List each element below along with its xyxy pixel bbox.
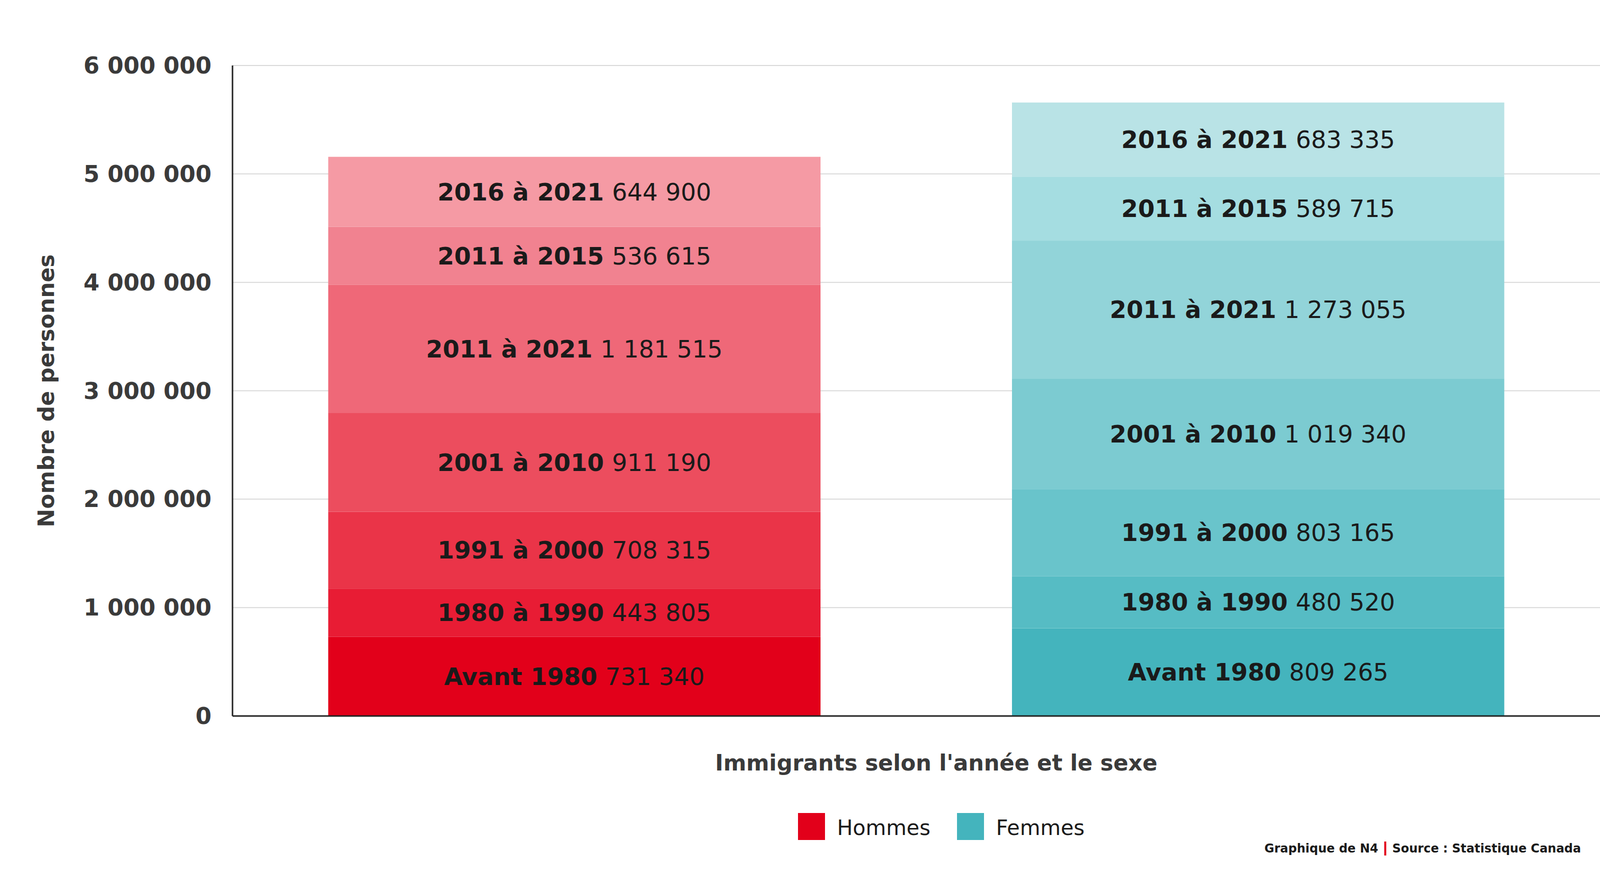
x-axis-title: Immigrants selon l'année et le sexe xyxy=(715,750,1157,776)
segment-category: 2011 à 2021 xyxy=(426,335,593,363)
segment-category: 1991 à 2000 xyxy=(1121,518,1288,547)
data-label: 2011 à 2015 589 715 xyxy=(1121,194,1396,223)
data-label: 2001 à 20101 019 340 xyxy=(1110,420,1407,448)
bar-segment xyxy=(1012,102,1505,177)
y-tick-label: 5 000 000 xyxy=(83,160,212,188)
bar-segment xyxy=(1012,628,1505,716)
segment-value: 1 181 515 xyxy=(600,335,723,363)
bar-segment xyxy=(328,636,821,716)
credit: Graphique de N4 xyxy=(1264,841,1379,856)
segment-category: 1980 à 1990 xyxy=(1121,588,1288,616)
data-label: Avant 1980731 340 xyxy=(444,662,705,691)
segment-value: 480 520 xyxy=(1296,588,1396,616)
data-label: 1991 à 2000 708 315 xyxy=(437,536,712,564)
bar-segment xyxy=(328,512,821,589)
bar-segment xyxy=(328,413,821,512)
segment-value: 731 340 xyxy=(605,662,705,691)
y-axis-title: Nombre de personnes xyxy=(33,254,59,527)
y-tick-label: 2 000 000 xyxy=(83,485,212,513)
legend-label: Femmes xyxy=(996,815,1085,840)
data-label: 2001 à 2010 911 190 xyxy=(437,448,712,477)
legend-swatch xyxy=(798,813,825,840)
segment-category: 2011 à 2021 xyxy=(1110,295,1277,324)
data-label: 2016 à 2021 683 335 xyxy=(1121,125,1396,154)
bar-segment xyxy=(328,226,821,285)
separator xyxy=(1384,841,1386,856)
bars xyxy=(328,102,1504,716)
segment-value: 443 805 xyxy=(612,598,712,627)
data-labels: Avant 1980731 3401980 à 1990443 8051991 … xyxy=(426,125,1407,691)
segment-value: 803 165 xyxy=(1296,518,1396,547)
segment-category: 1980 à 1990 xyxy=(437,598,604,627)
data-label: Avant 1980809 265 xyxy=(1128,658,1389,686)
source: Source : Statistique Canada xyxy=(1392,841,1581,856)
bar-segment xyxy=(328,285,821,413)
bar-segment xyxy=(1012,240,1505,379)
data-label: 1980 à 1990 480 520 xyxy=(1121,588,1396,616)
chart: 0 1 000 000 2 000 000 3 000 000 4 000 000 5 0… xyxy=(0,0,1600,871)
segment-value: 708 315 xyxy=(612,536,712,564)
segment-category: Avant 1980 xyxy=(444,662,598,691)
segment-value: 683 335 xyxy=(1296,125,1396,154)
grid-line xyxy=(232,65,1600,66)
bar-segment xyxy=(1012,489,1505,576)
credits: Source : Statistique Canada Graphique de … xyxy=(1264,841,1581,856)
y-tick-label: 6 000 000 xyxy=(83,52,212,79)
data-label: 2016 à 2021 644 900 xyxy=(437,178,712,206)
legend-label: Hommes xyxy=(837,815,931,840)
x-axis xyxy=(232,715,1600,717)
segment-category: 2001 à 2010 xyxy=(1110,420,1277,448)
bar-segment xyxy=(328,157,821,227)
segment-category: 1991 à 2000 xyxy=(437,536,604,564)
grid xyxy=(232,65,1600,716)
data-label: 2011 à 20211 273 055 xyxy=(1110,295,1407,324)
bar-segment xyxy=(328,588,821,637)
y-axis xyxy=(232,65,234,716)
segment-value: 644 900 xyxy=(612,178,712,206)
bar-segment xyxy=(1012,576,1505,628)
y-tick-label: 1 000 000 xyxy=(83,594,212,621)
bar-segment xyxy=(1012,378,1505,489)
segment-category: Avant 1980 xyxy=(1128,658,1282,686)
segment-category: 2016 à 2021 xyxy=(1121,125,1288,154)
segment-category: 2016 à 2021 xyxy=(437,178,604,206)
legend-swatch xyxy=(957,813,984,840)
segment-category: 2011 à 2015 xyxy=(1121,194,1288,223)
data-label: 1991 à 2000 803 165 xyxy=(1121,518,1396,547)
segment-value: 911 190 xyxy=(612,448,712,477)
y-tick-label: 4 000 000 xyxy=(83,269,212,296)
segment-value: 536 615 xyxy=(612,242,712,270)
y-tick-label: 0 xyxy=(195,702,212,730)
data-label: 1980 à 1990 443 805 xyxy=(437,598,712,627)
legend: Hommes Femmes xyxy=(798,813,1085,840)
segment-value: 1 273 055 xyxy=(1284,295,1407,324)
bar-segment xyxy=(1012,176,1505,241)
segment-value: 809 265 xyxy=(1289,658,1389,686)
segment-category: 2001 à 2010 xyxy=(437,448,604,477)
data-label: 2011 à 20211 181 515 xyxy=(426,335,723,363)
segment-category: 2011 à 2015 xyxy=(437,242,604,270)
segment-value: 589 715 xyxy=(1296,194,1396,223)
y-tick-label: 3 000 000 xyxy=(83,377,212,405)
segment-value: 1 019 340 xyxy=(1284,420,1407,448)
grid-line xyxy=(232,715,1600,717)
data-label: 2011 à 2015 536 615 xyxy=(437,242,712,270)
